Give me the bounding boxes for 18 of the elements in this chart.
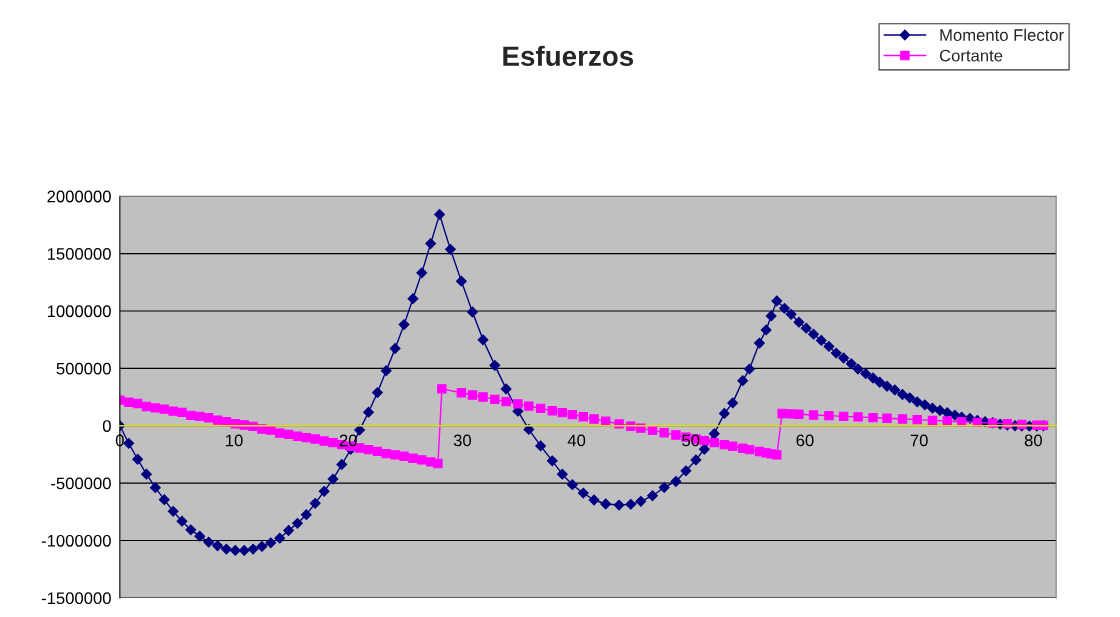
- y-tick-label: 0: [102, 420, 111, 432]
- x-tick-label: 10: [226, 434, 243, 447]
- y-tick-label: -1500000: [41, 592, 111, 605]
- y-tick-label: -500000: [51, 477, 111, 490]
- chart-title: Esfuerzos: [503, 45, 634, 67]
- y-tick-label: 500000: [56, 362, 111, 375]
- y-tick-label: 1500000: [47, 247, 111, 260]
- x-tick-label: 30: [453, 434, 472, 447]
- y-tick-label: 2000000: [47, 190, 111, 203]
- y-tick-label: -1000000: [41, 534, 111, 547]
- x-tick-label: 70: [910, 434, 928, 447]
- x-tick-label: 50: [682, 434, 700, 447]
- x-tick-label: 60: [796, 434, 814, 447]
- y-tick-label: 1000000: [47, 305, 111, 318]
- legend-label: Momento Flector: [940, 28, 1064, 41]
- x-tick-label: 40: [567, 434, 586, 447]
- legend-label: Cortante: [939, 49, 1003, 62]
- x-tick-label: 80: [1024, 434, 1042, 447]
